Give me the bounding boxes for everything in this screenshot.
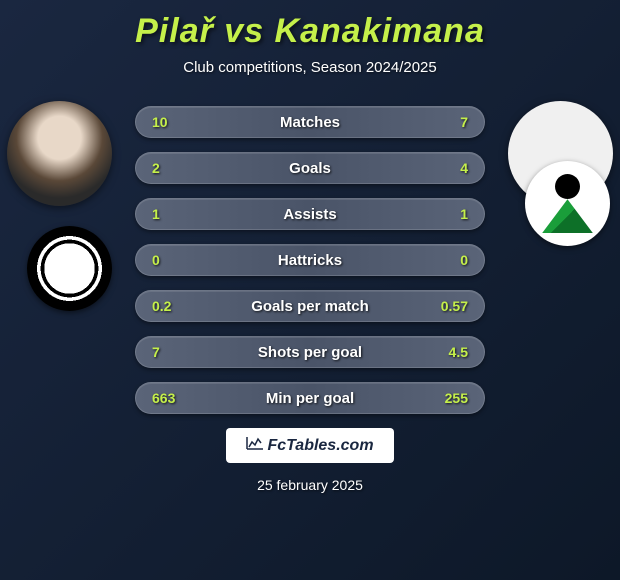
stats-table: 10 Matches 7 2 Goals 4 1 Assists 1 0 Hat… (135, 101, 485, 414)
stat-label: Goals (207, 160, 413, 177)
stat-right-value: 0.57 (413, 298, 468, 314)
stat-right-value: 4 (413, 160, 468, 176)
stat-right-value: 0 (413, 252, 468, 268)
stat-row-goals: 2 Goals 4 (135, 152, 485, 184)
comparison-subtitle: Club competitions, Season 2024/2025 (0, 59, 620, 76)
brand-text: FcTables.com (267, 437, 373, 454)
header: Pilař vs Kanakimana Club competitions, S… (0, 0, 620, 76)
stat-label: Assists (207, 206, 413, 223)
stat-right-value: 7 (413, 114, 468, 130)
stat-right-value: 4.5 (413, 344, 468, 360)
stat-left-value: 2 (152, 160, 207, 176)
stat-row-matches: 10 Matches 7 (135, 106, 485, 138)
content-area: 10 Matches 7 2 Goals 4 1 Assists 1 0 Hat… (0, 101, 620, 414)
stat-left-value: 1 (152, 206, 207, 222)
footer-date: 25 february 2025 (0, 477, 620, 493)
club-right-logo (525, 161, 610, 246)
player-left-avatar (7, 101, 112, 206)
stat-row-assists: 1 Assists 1 (135, 198, 485, 230)
stat-row-shots-per-goal: 7 Shots per goal 4.5 (135, 336, 485, 368)
stat-label: Goals per match (207, 298, 413, 315)
stat-left-value: 0 (152, 252, 207, 268)
stat-left-value: 663 (152, 390, 207, 406)
comparison-title: Pilař vs Kanakimana (0, 12, 620, 51)
stat-row-min-per-goal: 663 Min per goal 255 (135, 382, 485, 414)
stat-left-value: 0.2 (152, 298, 207, 314)
chart-icon (246, 436, 264, 455)
stat-label: Min per goal (207, 390, 413, 407)
stat-row-hattricks: 0 Hattricks 0 (135, 244, 485, 276)
stat-label: Matches (207, 114, 413, 131)
stat-right-value: 255 (413, 390, 468, 406)
club-left-logo (27, 226, 112, 311)
stat-label: Hattricks (207, 252, 413, 269)
stat-left-value: 10 (152, 114, 207, 130)
stat-right-value: 1 (413, 206, 468, 222)
stat-label: Shots per goal (207, 344, 413, 361)
brand-badge[interactable]: FcTables.com (226, 428, 393, 463)
stat-row-goals-per-match: 0.2 Goals per match 0.57 (135, 290, 485, 322)
footer: FcTables.com 25 february 2025 (0, 428, 620, 493)
stat-left-value: 7 (152, 344, 207, 360)
